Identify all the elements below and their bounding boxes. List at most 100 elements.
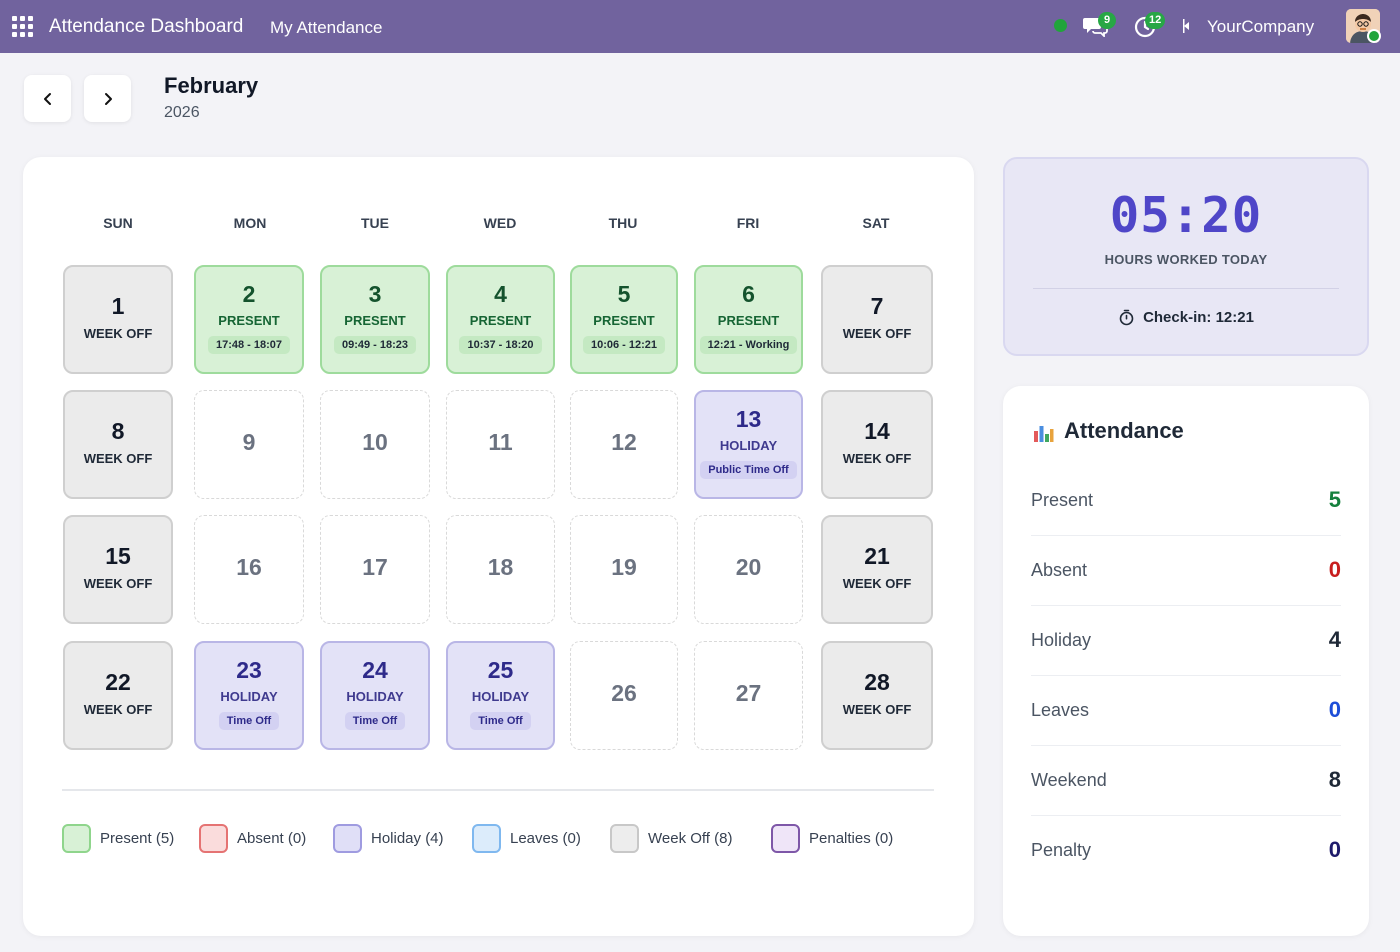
weekday-header-sat: SAT — [862, 215, 890, 231]
day-status-label: HOLIDAY — [220, 689, 278, 704]
legend-item: Week Off (8) — [610, 823, 732, 853]
summary-value: 0 — [1328, 837, 1341, 862]
attendance-summary-card: Attendance Present 5 Absent 0 Holiday 4 Leaves… — [1003, 386, 1369, 936]
calendar-day-4[interactable]: 4 PRESENT 10:37 - 18:20 — [446, 265, 555, 374]
day-number: 9 — [242, 429, 256, 455]
summary-row-holiday: Holiday 4 — [1031, 606, 1341, 676]
calendar-day-5[interactable]: 5 PRESENT 10:06 - 12:21 — [570, 265, 678, 374]
chevron-right-icon — [104, 92, 112, 105]
hours-worked-value: 05:20 — [1109, 187, 1263, 244]
weekday-header-mon: MON — [233, 215, 267, 231]
company-switch-icon[interactable] — [1182, 17, 1192, 35]
calendar-day-21[interactable]: 21 WEEK OFF — [821, 515, 933, 624]
day-number: 19 — [611, 554, 637, 580]
day-status-label: WEEK OFF — [842, 451, 912, 466]
day-number: 2 — [242, 281, 256, 307]
day-detail-chip: 10:06 - 12:21 — [582, 336, 666, 354]
weekday-header-wed: WED — [483, 215, 517, 231]
weekday-header-fri: FRI — [736, 215, 760, 231]
legend-swatch — [333, 823, 362, 853]
calendar-day-16[interactable]: 16 — [194, 515, 304, 624]
calendar-day-17[interactable]: 17 — [320, 515, 430, 624]
user-avatar[interactable] — [1346, 9, 1380, 43]
summary-row-weekend: Weekend 8 — [1031, 746, 1341, 816]
summary-value: 8 — [1328, 767, 1341, 792]
summary-value: 0 — [1328, 697, 1341, 722]
calendar-day-23[interactable]: 23 HOLIDAY Time Off — [194, 641, 304, 750]
day-detail-chip: Time Off — [470, 712, 531, 730]
day-status-label: WEEK OFF — [842, 702, 912, 717]
day-status-label: PRESENT — [593, 313, 655, 328]
calendar-day-28[interactable]: 28 WEEK OFF — [821, 641, 933, 750]
calendar-day-13[interactable]: 13 HOLIDAY Public Time Off — [694, 390, 803, 499]
summary-row-absent: Absent 0 — [1031, 536, 1341, 606]
summary-label: Weekend — [1031, 770, 1107, 790]
year-label: 2026 — [164, 104, 200, 121]
day-detail-chip: Time Off — [218, 712, 280, 730]
stopwatch-icon — [1119, 309, 1134, 326]
calendar-day-11[interactable]: 11 — [446, 390, 555, 499]
company-name[interactable]: YourCompany — [1207, 17, 1315, 36]
calendar-day-1[interactable]: 1 WEEK OFF — [63, 265, 173, 374]
day-status-label: HOLIDAY — [471, 689, 530, 704]
day-number: 22 — [105, 669, 131, 695]
summary-label: Penalty — [1031, 840, 1092, 860]
apps-grid-icon[interactable] — [12, 16, 33, 37]
calendar-day-2[interactable]: 2 PRESENT 17:48 - 18:07 — [194, 265, 304, 374]
day-detail-chip: 09:49 - 18:23 — [333, 336, 417, 354]
calendar-day-3[interactable]: 3 PRESENT 09:49 - 18:23 — [320, 265, 430, 374]
calendar-day-12[interactable]: 12 — [570, 390, 678, 499]
calendar-day-14[interactable]: 14 WEEK OFF — [821, 390, 933, 499]
day-status-label: WEEK OFF — [83, 702, 153, 717]
calendar-day-10[interactable]: 10 — [320, 390, 430, 499]
chat-count-badge: 9 — [1098, 12, 1116, 29]
day-status-label: HOLIDAY — [719, 438, 778, 453]
previous-month-button[interactable] — [24, 75, 71, 122]
calendar-day-15[interactable]: 15 WEEK OFF — [63, 515, 173, 624]
day-status-label: WEEK OFF — [842, 576, 912, 591]
day-number: 21 — [864, 543, 890, 569]
calendar-day-7[interactable]: 7 WEEK OFF — [821, 265, 933, 374]
day-number: 26 — [611, 680, 637, 706]
calendar-day-20[interactable]: 20 — [694, 515, 803, 624]
day-status-label: WEEK OFF — [83, 326, 153, 341]
day-number: 10 — [362, 429, 388, 455]
online-status-icon — [1367, 29, 1381, 43]
nav-my-attendance[interactable]: My Attendance — [270, 18, 383, 37]
day-number: 15 — [105, 543, 131, 569]
day-number: 12 — [611, 429, 637, 455]
day-status-label: WEEK OFF — [842, 326, 912, 341]
weekday-header-thu: THU — [608, 215, 638, 231]
day-number: 5 — [617, 281, 631, 307]
calendar-day-8[interactable]: 8 WEEK OFF — [63, 390, 173, 499]
day-number: 14 — [864, 418, 890, 444]
calendar-day-26[interactable]: 26 — [570, 641, 678, 750]
app-title[interactable]: Attendance Dashboard — [49, 16, 244, 37]
calendar-day-25[interactable]: 25 HOLIDAY Time Off — [446, 641, 555, 750]
day-number: 20 — [735, 554, 762, 580]
legend-label: Holiday (4) — [371, 829, 444, 847]
summary-row-penalty: Penalty 0 — [1031, 816, 1341, 886]
day-number: 18 — [487, 554, 514, 580]
day-number: 25 — [487, 657, 514, 683]
calendar-day-27[interactable]: 27 — [694, 641, 803, 750]
bar-chart-icon — [1034, 426, 1054, 442]
next-month-button[interactable] — [84, 75, 131, 122]
legend-swatch — [199, 823, 228, 853]
day-number: 8 — [111, 418, 125, 444]
legend-label: Absent (0) — [237, 829, 307, 847]
day-status-label: WEEK OFF — [83, 576, 153, 591]
calendar-day-24[interactable]: 24 HOLIDAY Time Off — [320, 641, 430, 750]
day-number: 13 — [735, 406, 762, 432]
day-number: 1 — [111, 293, 125, 319]
day-status-label: PRESENT — [717, 313, 780, 328]
calendar-day-18[interactable]: 18 — [446, 515, 555, 624]
calendar-day-22[interactable]: 22 WEEK OFF — [63, 641, 173, 750]
summary-label: Holiday — [1031, 630, 1092, 650]
calendar-day-9[interactable]: 9 — [194, 390, 304, 499]
calendar-day-6[interactable]: 6 PRESENT 12:21 - Working — [694, 265, 803, 374]
calendar-day-19[interactable]: 19 — [570, 515, 678, 624]
summary-value: 5 — [1328, 487, 1341, 512]
legend-swatch — [610, 823, 639, 853]
checkin-text: Check-in: 12:21 — [1143, 309, 1254, 326]
